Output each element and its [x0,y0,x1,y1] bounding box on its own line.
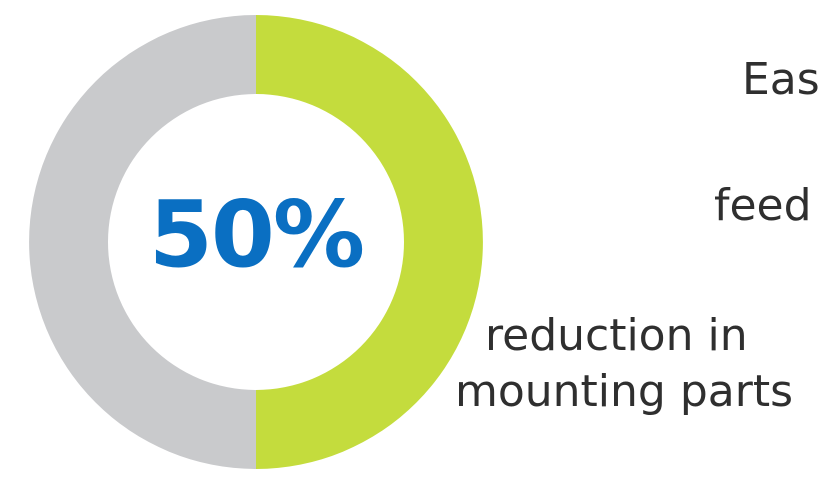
donut-slice-green [256,15,483,469]
label-reduction-in: reduction in [485,310,748,361]
donut-slice-gray [29,15,256,469]
label-mounting-parts: mounting parts [455,366,793,417]
donut-svg [29,15,483,469]
label-feed: feed [714,180,812,231]
label-easy: Eas [742,54,818,105]
donut-chart: 50% [29,15,483,469]
center-percentage: 50% [148,180,365,288]
